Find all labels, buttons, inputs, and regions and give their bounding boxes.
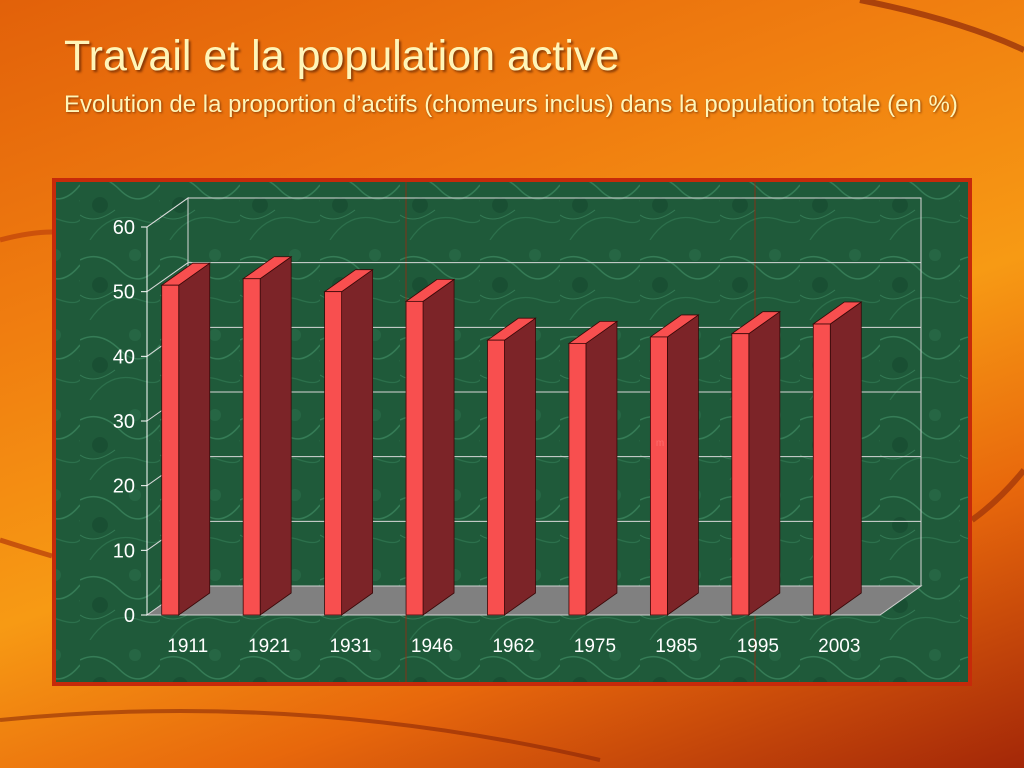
bar-1946: [404, 278, 456, 616]
bar-side: [178, 262, 211, 616]
bar-1921: [241, 255, 293, 616]
bar-side: [422, 278, 455, 616]
bar-front: [649, 336, 668, 616]
bar-front: [242, 278, 261, 616]
bar-side: [341, 268, 374, 616]
bar-side: [585, 320, 618, 616]
bar-side: [829, 301, 862, 616]
bar-front: [161, 284, 180, 616]
x-tick-label: 1962: [492, 636, 534, 657]
bar-1911: [160, 262, 211, 616]
chart-annotation: m: [656, 438, 664, 449]
gridline-side: [146, 197, 189, 228]
y-tick-label: 30: [113, 411, 135, 433]
y-tick-label: 50: [113, 282, 135, 304]
y-tick-label: 60: [113, 217, 135, 239]
x-tick-label: 1946: [411, 636, 453, 657]
gridline-side: [146, 262, 189, 293]
bar-2003: [812, 301, 863, 616]
bar-1962: [486, 317, 537, 616]
slide-title: Travail et la population active: [64, 32, 620, 80]
bar-1931: [323, 268, 374, 616]
bar-side: [504, 317, 536, 616]
bar-1985: [649, 314, 700, 616]
y-tick-label: 0: [124, 605, 135, 627]
y-tick-label: 20: [113, 476, 135, 498]
bar-front: [812, 323, 831, 616]
bar-front: [487, 339, 505, 616]
bar-front: [405, 300, 424, 616]
bar-side: [748, 310, 781, 616]
x-tick-label: 1975: [574, 636, 616, 657]
bar-front: [324, 291, 343, 616]
bar-1975: [567, 320, 619, 616]
bar-front: [568, 342, 587, 616]
bar-front: [731, 333, 750, 616]
x-tick-label: 2003: [818, 636, 860, 657]
bar-side: [666, 314, 699, 616]
chart-frame: [52, 178, 972, 686]
x-tick-label: 1921: [248, 636, 290, 657]
x-tick-label: 1985: [655, 636, 697, 657]
y-tick-label: 40: [113, 346, 135, 368]
bar-side: [259, 255, 292, 616]
bar-1995: [730, 310, 782, 616]
x-tick-label: 1911: [167, 636, 208, 657]
x-tick-label: 1995: [737, 636, 779, 657]
x-tick-label: 1931: [329, 636, 371, 657]
y-tick-label: 10: [113, 540, 135, 562]
slide-subtitle: Evolution de la proportion d’actifs (cho…: [64, 91, 958, 118]
